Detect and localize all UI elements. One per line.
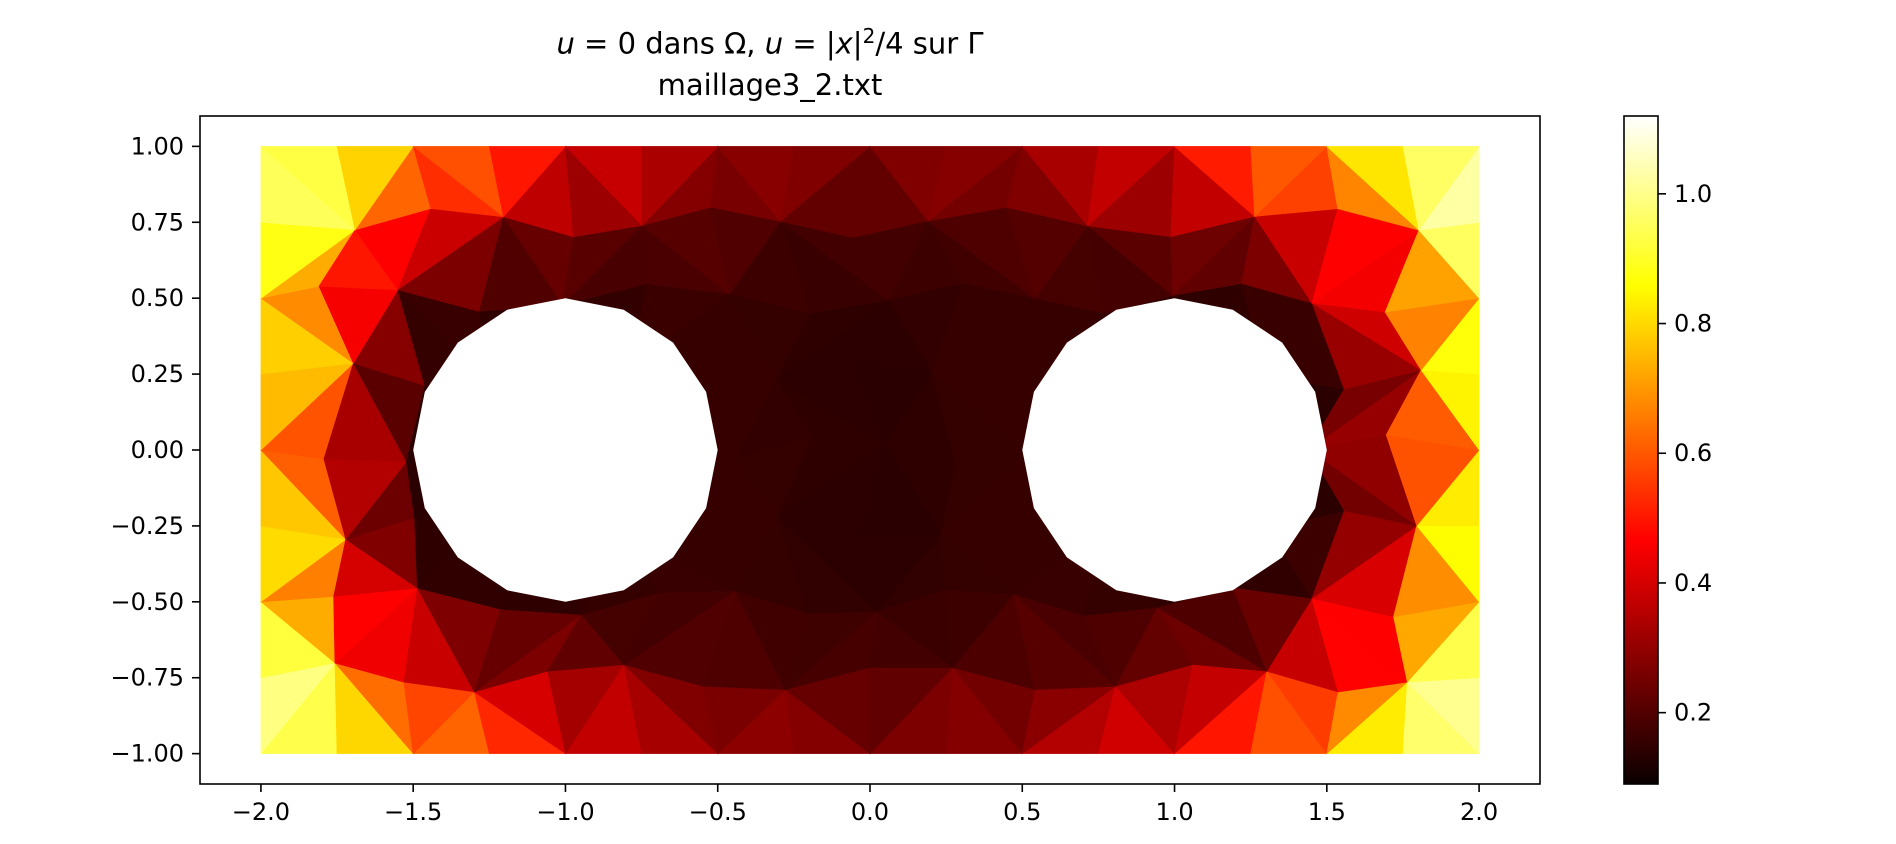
mesh-triangle [1087,146,1176,227]
title-eq-4: /4 sur Γ [875,26,984,61]
mesh-triangle [780,146,871,223]
x-axis: −2.0 −1.5 −1.0 −0.5 0.0 0.5 1.0 1.5 2.0 [232,784,1498,826]
y-tick-label: −0.75 [110,664,184,692]
x-tick-label: −1.5 [384,798,442,826]
title-superscript: 2 [862,24,876,48]
y-axis: 1.00 0.75 0.50 0.25 0.00 −0.25 −0.50 −0.75 −1.00 [110,132,200,768]
x-tick-label: −0.5 [689,798,747,826]
y-tick-label: 0.50 [131,284,184,312]
holes-layer [413,298,1327,602]
chart-subtitle: maillage3_2.txt [657,68,883,102]
mesh-triangle [1402,146,1480,231]
title-var-u1: u [556,26,575,61]
y-tick-label: 0.25 [131,360,184,388]
mesh-triangle [927,146,1024,222]
y-tick-label: 1.00 [131,132,184,160]
colorbar-tick-label: 1.0 [1674,180,1712,208]
y-tick-label: −1.00 [110,740,184,768]
colorbar-tick-label: 0.4 [1674,569,1712,597]
colorbar-gradient [1623,115,1659,785]
colorbar-tick-label: 0.2 [1674,699,1712,727]
title-eq-2: = | [783,26,836,61]
title-eq-1: = 0 dans Ω, [574,26,765,61]
colorbar-tick-label: 0.8 [1674,310,1712,338]
x-tick-label: −1.0 [536,798,594,826]
hole-2 [1022,298,1327,602]
mesh-triangle [641,146,719,227]
mesh-triangle [488,146,567,218]
colorbar-tick-label: 0.6 [1674,439,1712,467]
y-tick-label: −0.25 [110,512,184,540]
chart-title: u = 0 dans Ω, u = |x|2/4 sur Γ [200,24,1340,61]
x-tick-label: 2.0 [1460,798,1498,826]
colorbar-axis: 1.0 0.8 0.6 0.4 0.2 [1658,180,1712,727]
y-tick-label: 0.75 [131,208,184,236]
title-var-x: x [835,26,853,61]
mesh-triangle [1250,146,1328,218]
title-var-u2: u [764,26,784,61]
x-tick-label: 0.0 [851,798,889,826]
y-tick-label: 0.00 [131,436,184,464]
x-tick-label: −2.0 [232,798,290,826]
x-tick-label: 1.0 [1155,798,1193,826]
hole-1 [413,298,718,602]
x-tick-label: 0.5 [1003,798,1041,826]
x-tick-label: 1.5 [1308,798,1346,826]
mesh-triangle [336,146,414,231]
y-tick-label: −0.50 [110,588,184,616]
title-eq-3: | [852,26,863,61]
